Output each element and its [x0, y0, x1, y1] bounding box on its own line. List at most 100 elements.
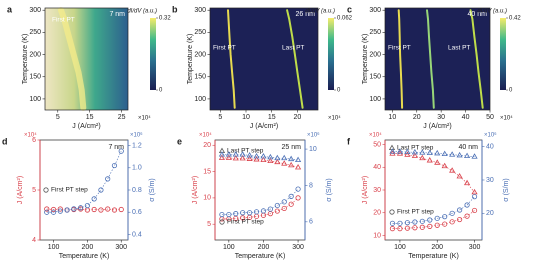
- data-point: [411, 148, 418, 155]
- y-tick-label: 30: [373, 187, 381, 194]
- data-point: [247, 210, 253, 216]
- y-tick-label: 100: [29, 96, 41, 103]
- panel-label: f: [347, 136, 351, 146]
- y2-multiplier: ×10⁶: [130, 132, 143, 139]
- data-point: [434, 149, 441, 156]
- data-point: [267, 206, 273, 212]
- series-line: [221, 197, 299, 220]
- colorbar-tick-label: 0: [159, 88, 163, 94]
- y-axis-label: J (A/cm²): [192, 176, 199, 204]
- y2-axis-label: σ (S/m): [149, 178, 156, 201]
- data-point: [397, 226, 403, 232]
- x-tick-label: 15: [268, 114, 276, 121]
- y-axis-label: J (A/cm²): [17, 176, 24, 204]
- data-point: [294, 163, 302, 170]
- y2-tick-label: 10: [309, 146, 317, 153]
- data-point: [463, 152, 471, 158]
- data-point: [225, 154, 232, 160]
- data-point: [105, 176, 111, 182]
- data-point: [288, 193, 294, 199]
- data-point: [442, 221, 448, 227]
- data-point: [118, 148, 124, 154]
- ridge-label: First PT: [388, 45, 411, 52]
- data-point: [281, 199, 287, 205]
- y-multiplier: ×10⁴: [199, 132, 212, 139]
- y-tick-label: 5: [207, 221, 211, 228]
- annotation: 26 nm: [296, 11, 316, 18]
- y-tick-label: 250: [369, 29, 381, 36]
- data-point: [274, 208, 280, 214]
- annotation: 40 nm: [459, 144, 479, 151]
- data-point: [404, 220, 410, 226]
- colorbar-tick-label: 0.42: [509, 16, 521, 22]
- data-point: [471, 194, 478, 200]
- ridge-line: [58, 7, 87, 111]
- data-point: [396, 148, 404, 154]
- data-point: [281, 154, 288, 161]
- data-point: [91, 196, 97, 202]
- y-tick-label: 20: [373, 210, 381, 217]
- legend-label: Last PT step: [227, 148, 264, 155]
- data-point: [253, 209, 260, 215]
- colorbar: [500, 18, 506, 90]
- ridge-label: Last PT: [448, 45, 470, 52]
- x-tick-label: 100: [48, 244, 60, 251]
- ridge-line: [426, 9, 435, 109]
- y-axis-label: Temperature (K): [362, 34, 369, 85]
- colorbar-label: dI/dV (a.u.): [477, 9, 507, 15]
- legend-marker: [43, 187, 49, 193]
- data-point: [267, 157, 274, 164]
- data-point: [44, 206, 50, 212]
- data-point: [412, 225, 418, 231]
- data-point: [118, 206, 124, 213]
- y2-tick-label: 20: [486, 210, 494, 217]
- data-point: [288, 161, 295, 168]
- plot-frame: [209, 7, 319, 111]
- panel-label: e: [177, 136, 182, 146]
- colorbar: [150, 18, 156, 90]
- data-point: [260, 208, 267, 214]
- y2-tick-label: 1.2: [132, 142, 142, 149]
- data-point: [441, 150, 448, 156]
- data-point: [274, 158, 281, 165]
- y-axis-label: Temperature (K): [22, 34, 29, 85]
- x-tick-label: 10: [388, 114, 396, 121]
- data-point: [260, 152, 267, 159]
- series-line: [46, 150, 122, 213]
- data-point: [71, 206, 77, 212]
- y-tick-label: 200: [369, 51, 381, 58]
- data-point: [84, 202, 90, 209]
- data-point: [404, 225, 410, 231]
- x-tick-label: 5: [218, 114, 222, 121]
- ridge-line: [227, 9, 236, 109]
- data-point: [295, 186, 301, 192]
- data-point: [471, 207, 478, 214]
- data-point: [419, 154, 426, 161]
- y-axis-label: J (A/cm²): [362, 176, 369, 204]
- annotation: 40 nm: [468, 11, 488, 18]
- y-tick-label: 100: [369, 96, 381, 103]
- x-tick-label: 300: [292, 244, 304, 251]
- legend-label: First PT step: [51, 187, 88, 194]
- y2-tick-label: 0.8: [132, 187, 142, 194]
- data-point: [389, 220, 396, 226]
- data-point: [98, 207, 104, 213]
- data-point: [91, 206, 97, 213]
- x-axis-label: J (A/cm²): [423, 123, 451, 130]
- data-point: [456, 151, 463, 158]
- y-tick-label: 150: [369, 74, 381, 81]
- data-point: [218, 154, 226, 160]
- data-point: [260, 156, 267, 162]
- colorbar-label: dI/dV (a.u.): [305, 9, 335, 15]
- data-point: [232, 151, 239, 157]
- legend-marker: [388, 144, 396, 150]
- x-tick-label: 20: [294, 114, 302, 121]
- data-point: [464, 202, 470, 208]
- legend-label: Last PT step: [397, 145, 434, 152]
- x-axis-label: Temperature (K): [235, 253, 286, 260]
- y-tick-label: 4: [32, 237, 36, 244]
- data-point: [419, 218, 425, 224]
- data-point: [294, 156, 302, 162]
- data-point: [50, 206, 57, 213]
